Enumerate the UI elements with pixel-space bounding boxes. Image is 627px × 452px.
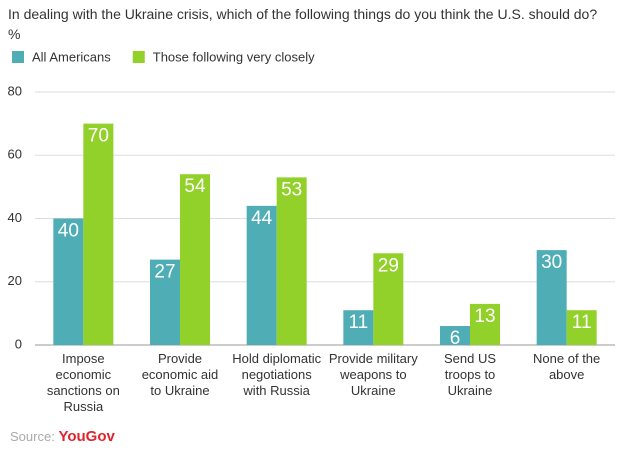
x-tick-label: Send US troops to Ukraine (443, 351, 497, 398)
legend-label: Those following very closely (153, 49, 315, 64)
source-logo: YouGov (58, 428, 115, 445)
bar (83, 123, 114, 345)
value-label: 11 (572, 312, 592, 333)
bar (343, 310, 374, 345)
bar (536, 250, 567, 345)
source: Source: YouGov (10, 428, 115, 445)
value-label: 27 (154, 262, 175, 283)
bar (53, 218, 84, 345)
bar (246, 205, 277, 345)
x-tick-label: Hold diplomatic negotiations with Russia (232, 351, 322, 398)
bar (276, 177, 307, 345)
y-tick-label: 60 (8, 147, 22, 162)
source-label: Source: (10, 429, 55, 444)
value-label: 11 (348, 312, 368, 333)
x-tick-label: Impose economic sanctions on Russia (46, 351, 120, 414)
value-label: 13 (474, 306, 495, 327)
bar (470, 303, 500, 345)
x-tick-label: Provide economic aid to Ukraine (141, 351, 219, 398)
legend-label: All Americans (32, 49, 111, 64)
value-label: 30 (541, 252, 562, 273)
bar (440, 326, 470, 345)
bar (373, 253, 404, 345)
chart-title: In dealing with the Ukraine crisis, whic… (8, 6, 598, 42)
y-tick-label: 20 (8, 273, 22, 288)
legend-swatch (12, 51, 24, 63)
value-label: 44 (251, 208, 273, 229)
value-label: 6 (450, 328, 461, 349)
y-tick-label: 80 (8, 83, 22, 98)
bar (566, 310, 597, 345)
x-tick-label: Provide military weapons to Ukraine (328, 351, 418, 398)
y-tick-label: 0 (15, 336, 22, 351)
value-label: 53 (281, 179, 302, 200)
value-label: 54 (184, 176, 206, 197)
bar (150, 259, 180, 345)
value-label: 70 (88, 126, 109, 147)
x-tick-label: None of the above (533, 351, 601, 382)
value-label: 29 (378, 255, 399, 276)
bar (180, 174, 210, 345)
legend-swatch (132, 51, 145, 63)
y-tick-label: 40 (8, 210, 22, 225)
value-label: 40 (58, 221, 79, 242)
